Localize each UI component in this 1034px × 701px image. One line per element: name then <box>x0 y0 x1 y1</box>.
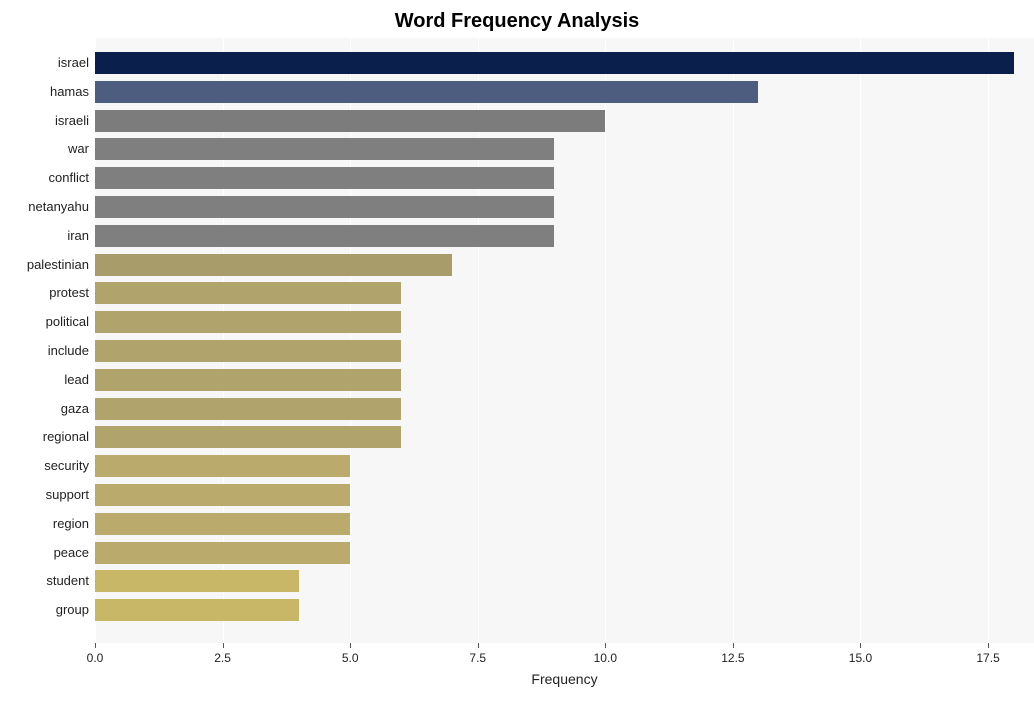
y-tick-label: group <box>56 599 89 621</box>
y-tick-label: security <box>44 455 89 477</box>
y-tick-label: lead <box>64 369 89 391</box>
y-tick-label: regional <box>43 426 89 448</box>
y-tick-label: conflict <box>49 167 89 189</box>
y-tick-label: palestinian <box>27 254 89 276</box>
x-tick-label: 2.5 <box>214 651 231 665</box>
gridline <box>733 38 734 643</box>
bar <box>95 138 554 160</box>
y-tick-label: region <box>53 513 89 535</box>
gridline <box>860 38 861 643</box>
bar <box>95 110 605 132</box>
x-tick <box>733 643 734 648</box>
x-tick-label: 10.0 <box>594 651 617 665</box>
y-tick-label: gaza <box>61 398 89 420</box>
bar <box>95 196 554 218</box>
gridline <box>605 38 606 643</box>
bar <box>95 455 350 477</box>
bar <box>95 369 401 391</box>
x-tick-label: 17.5 <box>976 651 999 665</box>
y-tick-label: israeli <box>55 110 89 132</box>
bar <box>95 254 452 276</box>
bar <box>95 513 350 535</box>
x-tick <box>478 643 479 648</box>
y-tick-label: hamas <box>50 81 89 103</box>
x-axis-title: Frequency <box>95 671 1034 687</box>
x-tick-label: 12.5 <box>721 651 744 665</box>
bar <box>95 340 401 362</box>
bar <box>95 398 401 420</box>
x-tick <box>860 643 861 648</box>
bar <box>95 599 299 621</box>
x-tick-label: 0.0 <box>87 651 104 665</box>
y-tick-label: political <box>46 311 89 333</box>
bar <box>95 52 1014 74</box>
y-tick-label: protest <box>49 282 89 304</box>
bar <box>95 167 554 189</box>
plot-area <box>95 38 1034 643</box>
gridline <box>988 38 989 643</box>
x-tick <box>223 643 224 648</box>
y-tick-label: israel <box>58 52 89 74</box>
x-tick-label: 15.0 <box>849 651 872 665</box>
y-tick-label: netanyahu <box>28 196 89 218</box>
y-tick-label: iran <box>67 225 89 247</box>
x-tick <box>350 643 351 648</box>
x-tick-label: 5.0 <box>342 651 359 665</box>
chart-container: Word Frequency Analysis Frequency 0.0 2.5… <box>0 0 1034 701</box>
y-tick-label: peace <box>54 542 89 564</box>
x-tick <box>988 643 989 648</box>
chart-title: Word Frequency Analysis <box>0 10 1034 33</box>
y-tick-label: student <box>46 570 89 592</box>
y-tick-label: support <box>46 484 89 506</box>
bar <box>95 311 401 333</box>
bar <box>95 426 401 448</box>
bar <box>95 225 554 247</box>
x-tick <box>95 643 96 648</box>
x-tick <box>605 643 606 648</box>
bar <box>95 282 401 304</box>
y-tick-label: include <box>48 340 89 362</box>
bar <box>95 484 350 506</box>
bar <box>95 570 299 592</box>
bar <box>95 81 758 103</box>
y-tick-label: war <box>68 138 89 160</box>
x-tick-label: 7.5 <box>469 651 486 665</box>
bar <box>95 542 350 564</box>
